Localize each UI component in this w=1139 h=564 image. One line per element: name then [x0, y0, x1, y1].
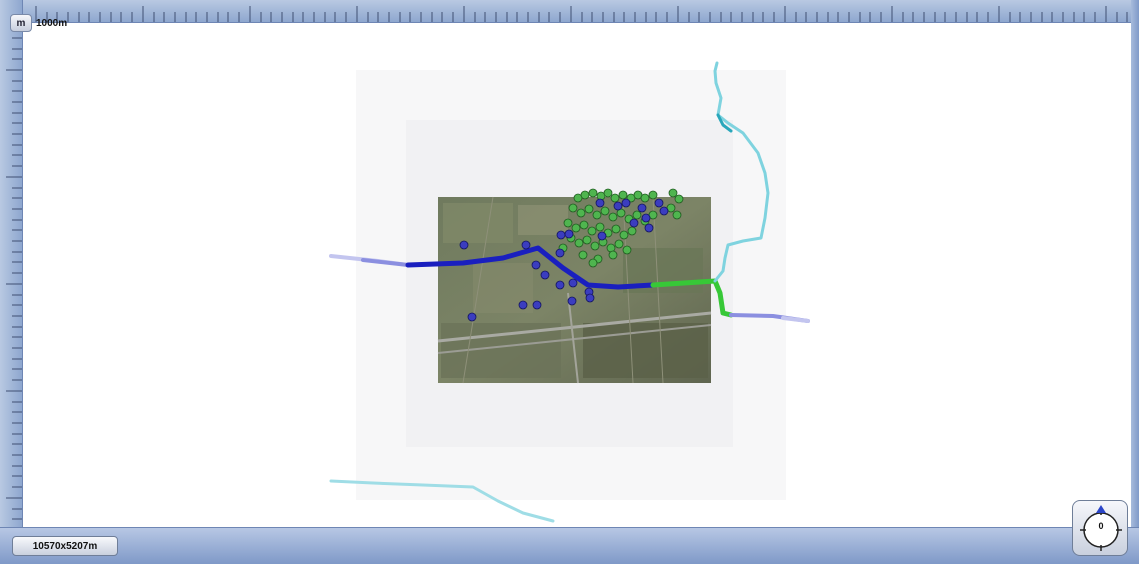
track-green	[650, 278, 734, 318]
track-blue	[405, 245, 656, 290]
waypoint-cluster	[459, 188, 684, 322]
scale-label: 1000m	[36, 18, 68, 29]
unit-toggle-button[interactable]: m	[10, 14, 32, 32]
satellite-tile	[437, 196, 712, 384]
map-layer	[329, 61, 810, 523]
track-faded-west-mid	[361, 258, 410, 267]
track-cyan-north-core	[716, 113, 733, 133]
track-faded-east-tip	[781, 316, 810, 323]
status-bar	[0, 527, 1139, 564]
top-ruler	[0, 0, 1139, 23]
heading-label: 0	[1098, 521, 1104, 531]
north-arrow-icon	[1096, 505, 1106, 513]
compass-button[interactable]: 0	[1072, 500, 1128, 556]
map-dimensions-button[interactable]: 10570x5207m	[12, 536, 118, 556]
compass-icon	[1080, 505, 1122, 551]
track-cyan-north	[713, 61, 770, 283]
right-frame	[1131, 0, 1139, 563]
left-ruler	[0, 0, 23, 563]
track-cyan-south	[329, 479, 555, 523]
map-canvas[interactable]	[23, 23, 1131, 527]
